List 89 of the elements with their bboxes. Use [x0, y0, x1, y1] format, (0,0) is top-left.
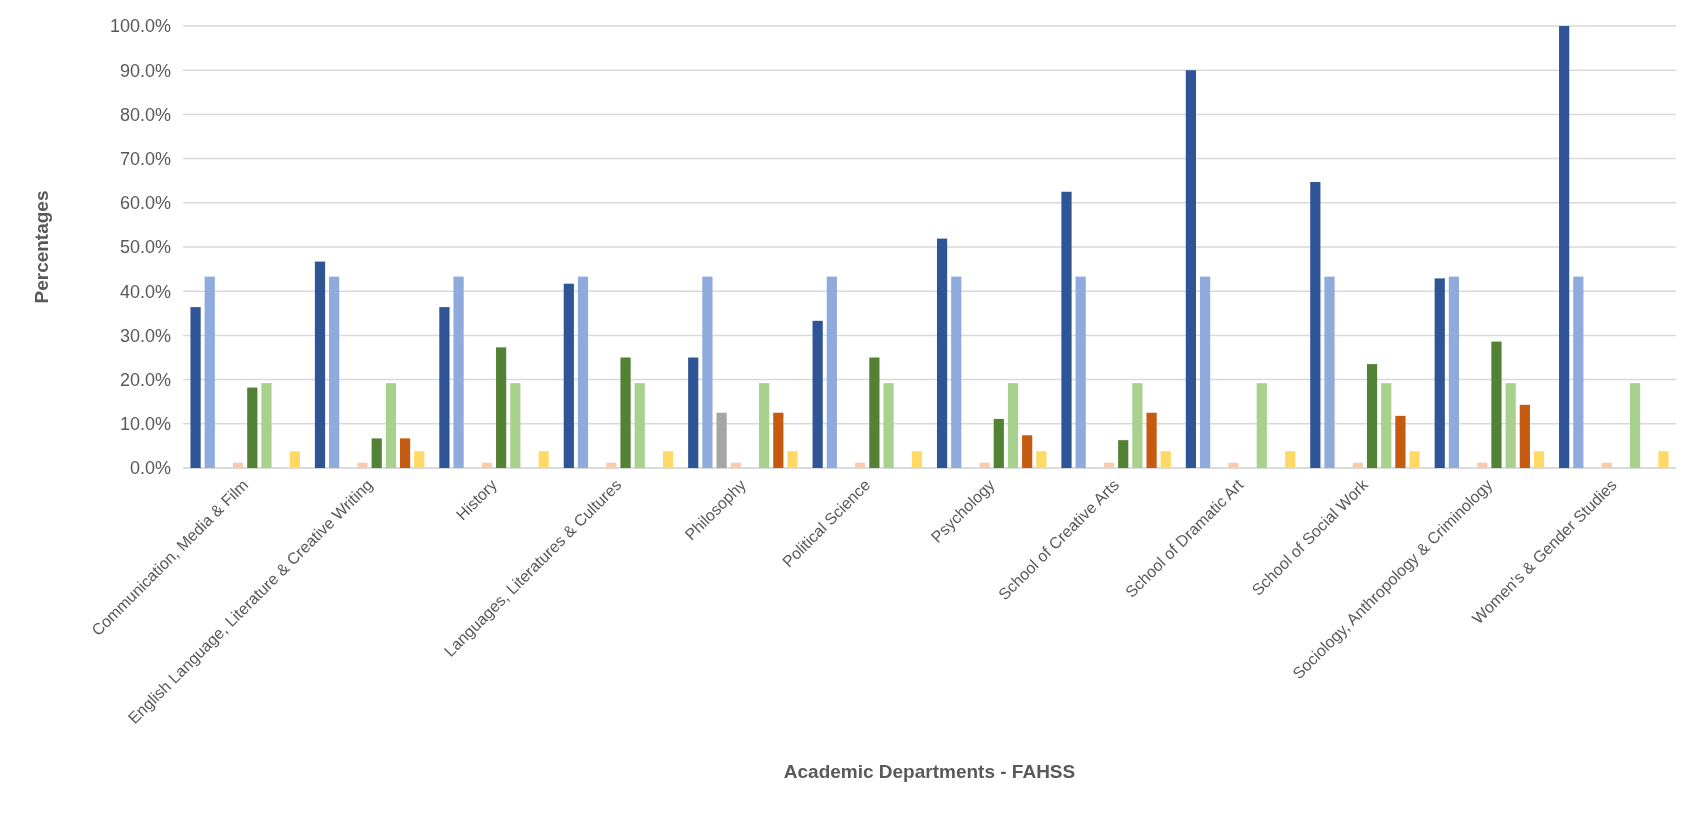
- bar: [1395, 415, 1406, 468]
- bar: [563, 283, 574, 468]
- bar: [496, 347, 507, 468]
- bar: [911, 451, 923, 468]
- bar: [1036, 451, 1047, 468]
- y-tick-label: 100.0%: [109, 16, 171, 37]
- bar: [606, 462, 617, 468]
- y-axis-title: Percentages: [31, 190, 52, 304]
- bar: [1061, 191, 1072, 468]
- bar: [204, 276, 215, 468]
- bar: [1199, 276, 1211, 468]
- bar: [1629, 383, 1641, 468]
- bar: [1075, 276, 1086, 468]
- y-tick-label: 10.0%: [119, 414, 171, 435]
- bar: [261, 383, 272, 468]
- y-tick-label: 40.0%: [119, 281, 171, 302]
- bar: [190, 307, 201, 468]
- bar: [688, 357, 699, 468]
- bar: [855, 462, 866, 468]
- bar: [1559, 26, 1570, 468]
- bar: [869, 357, 880, 468]
- bar: [1324, 276, 1335, 468]
- bar: [787, 451, 798, 468]
- bar: [812, 320, 823, 468]
- bar: [453, 276, 464, 468]
- bar: [993, 418, 1004, 468]
- bar: [538, 451, 549, 468]
- bar: [1505, 383, 1516, 468]
- bar: [702, 276, 713, 468]
- bar: [1573, 276, 1584, 468]
- bar: [1146, 412, 1157, 468]
- bar: [1533, 451, 1545, 468]
- bar: [979, 462, 990, 468]
- bar: [510, 383, 521, 468]
- bar: [1310, 182, 1321, 468]
- x-axis-title: Academic Departments - FAHSS: [783, 761, 1076, 782]
- bar: [1132, 383, 1143, 468]
- bar: [759, 383, 770, 468]
- bar: [1519, 404, 1530, 468]
- y-tick-label: 70.0%: [119, 148, 171, 169]
- bar: [233, 462, 244, 468]
- bar: [577, 276, 589, 468]
- bar: [951, 276, 962, 468]
- bar: [1160, 451, 1171, 468]
- bar: [730, 462, 741, 468]
- bar: [481, 462, 493, 468]
- bar: [1601, 462, 1612, 468]
- bar: [936, 238, 948, 468]
- bar: [289, 451, 300, 468]
- bar: [357, 462, 368, 468]
- bar: [773, 412, 784, 468]
- bar: [1352, 462, 1363, 468]
- y-tick-label: 50.0%: [119, 237, 171, 258]
- bar: [247, 387, 258, 468]
- bar: [883, 383, 894, 468]
- bar: [371, 438, 382, 468]
- bar: [620, 357, 631, 468]
- y-tick-label: 80.0%: [119, 104, 171, 125]
- bar: [1381, 383, 1392, 468]
- bar: [1256, 383, 1267, 468]
- bar: [662, 451, 674, 468]
- bar: [1007, 383, 1019, 468]
- bar: [1491, 341, 1502, 468]
- y-tick-label: 90.0%: [119, 60, 171, 81]
- bar: [439, 307, 450, 468]
- bar: [1366, 364, 1378, 468]
- bar: [1434, 278, 1445, 468]
- bar: [385, 383, 396, 468]
- bar: [634, 383, 645, 468]
- y-tick-label: 60.0%: [119, 193, 171, 214]
- bar: [314, 261, 326, 468]
- bar: [414, 451, 425, 468]
- bar: [1022, 435, 1033, 468]
- bar: [399, 438, 411, 468]
- bar: [1103, 462, 1115, 468]
- bar: [1409, 451, 1420, 468]
- bar: [1448, 276, 1460, 468]
- bar: [1185, 70, 1197, 468]
- bar: [826, 276, 837, 468]
- bar: [1285, 451, 1296, 468]
- bar: [1118, 440, 1129, 468]
- y-tick-label: 0.0%: [129, 458, 171, 479]
- y-tick-label: 20.0%: [119, 369, 171, 390]
- bar: [1228, 462, 1239, 468]
- bar: [1658, 451, 1669, 468]
- bar: [1477, 462, 1488, 468]
- bar: [716, 412, 727, 468]
- y-tick-label: 30.0%: [119, 325, 171, 346]
- bar: [329, 276, 340, 468]
